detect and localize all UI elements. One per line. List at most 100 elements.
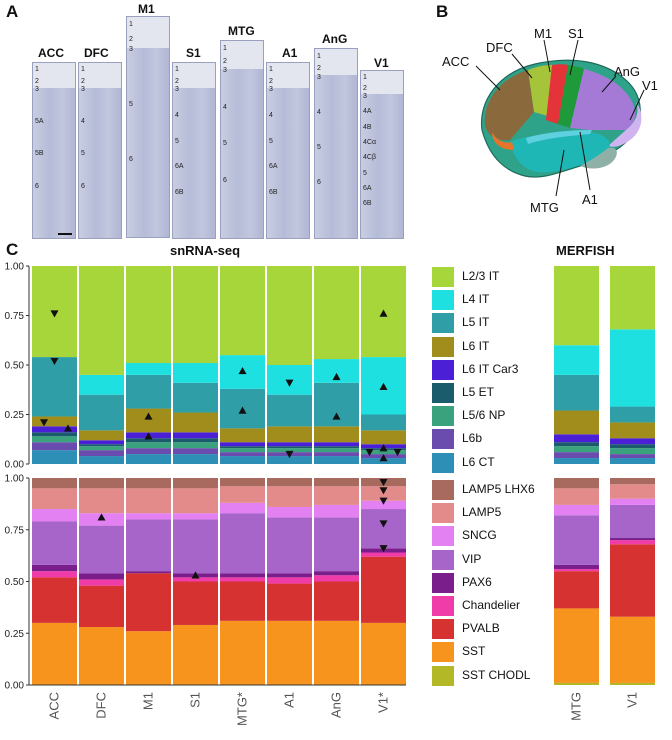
excitatory-bar-segment	[314, 446, 359, 449]
excitatory-bar-segment	[173, 412, 218, 433]
histology-layer-label: 6	[35, 183, 39, 190]
histology-layer-label: 4	[81, 118, 85, 125]
excitatory-legend-label: L6b	[462, 431, 483, 446]
excitatory-bar-segment	[32, 432, 77, 437]
inhibitory-bar-segment	[610, 538, 655, 541]
inhibitory-bar-segment	[554, 504, 599, 516]
inhibitory-legend-label: PAX6	[462, 574, 492, 589]
excitatory-bar-segment	[554, 434, 599, 443]
brain-illustration	[475, 39, 645, 197]
excitatory-legend-swatch	[432, 383, 454, 403]
histology-layer1-band	[127, 17, 169, 48]
histology-layer1-band	[221, 41, 263, 69]
excitatory-bar-segment	[314, 266, 359, 360]
excitatory-significance-marker	[379, 309, 388, 317]
inhibitory-significance-marker	[379, 478, 388, 487]
inhibitory-significance-marker	[97, 513, 106, 521]
inhibitory-bar-segment	[554, 564, 599, 570]
inhibitory-legend-label: VIP	[462, 551, 482, 566]
inhibitory-bar-segment	[554, 569, 599, 572]
histology-section: 1 2 3 4 5 6	[314, 48, 358, 239]
excitatory-bar-segment	[554, 345, 599, 375]
excitatory-legend-swatch	[432, 406, 454, 427]
brain-label-acc: ACC	[442, 54, 470, 69]
excitatory-significance-marker	[40, 419, 48, 427]
inhibitory-legend-swatch	[432, 480, 454, 500]
excitatory-significance-marker	[285, 379, 294, 387]
histology-layer-label: 4Cα	[363, 139, 376, 146]
histology-layer-label: 3	[35, 86, 39, 93]
excitatory-bar-segment	[267, 456, 312, 464]
inhibitory-legend-label: LAMP5 LHX6	[462, 482, 535, 496]
excitatory-significance-marker	[332, 372, 341, 381]
excitatory-bar-segment	[267, 394, 312, 427]
histology-region-label: ACC	[38, 46, 64, 60]
histology-layer-label: 1	[81, 66, 85, 73]
excitatory-bar-segment	[610, 444, 655, 449]
panel-b-brain: ACC DFC M1 S1 AnG V1 MTG A1	[430, 20, 672, 230]
histology-layer-label: 6A	[175, 163, 184, 170]
excitatory-legend-label: L5 ET	[462, 385, 495, 399]
excitatory-significance-marker	[332, 412, 341, 420]
excitatory-bar-segment	[610, 448, 655, 455]
excitatory-legend-label: L6 IT Car3	[462, 361, 519, 376]
excitatory-bar-segment	[554, 410, 599, 435]
excitatory-legend-label: L6 CT	[462, 454, 495, 469]
x-category-label: S1	[188, 692, 203, 708]
excitatory-bar-segment	[610, 329, 655, 407]
histology-layer-label: 6	[223, 177, 227, 184]
inhibitory-bar-segment	[314, 478, 359, 487]
histology-layer-label: 5B	[35, 150, 44, 157]
histology-layer-label: 4Cβ	[363, 154, 376, 161]
brain-label-dfc: DFC	[486, 40, 513, 55]
brain-label-m1: M1	[534, 26, 553, 41]
inhibitory-bar-segment	[554, 571, 599, 609]
brain-s1	[558, 65, 584, 128]
excitatory-bar-segment	[610, 438, 655, 445]
excitatory-bar-segment	[220, 428, 265, 443]
brain-cerebellum	[580, 147, 617, 169]
inhibitory-bar-segment	[32, 509, 77, 522]
histology-layer-label: 2	[35, 78, 39, 85]
histology-section: 1 2 3 4 5 6A 6B	[172, 62, 216, 239]
histology-layer-label: 2	[129, 36, 133, 43]
excitatory-bar-segment	[32, 436, 77, 443]
inhibitory-bar-segment	[126, 519, 171, 572]
excitatory-bar-segment	[267, 426, 312, 443]
excitatory-bar-segment	[79, 374, 124, 395]
histology-section: 1 2 3 4 5 6A 6B	[266, 62, 310, 239]
inhibitory-legend-swatch	[432, 619, 454, 640]
excitatory-bar-segment	[361, 450, 406, 455]
inhibitory-legend-label: SST	[462, 644, 486, 659]
brain-v1	[608, 102, 642, 147]
excitatory-bar-segment	[314, 426, 359, 443]
inhibitory-y-tick-label: 1.00	[5, 474, 25, 485]
histology-region-label: V1	[374, 56, 389, 70]
excitatory-bar-segment	[173, 442, 218, 449]
histology-section: 1 2 3 4A 4B 4Cα 4Cβ 5 6A 6B	[360, 70, 404, 239]
scale-bar	[58, 233, 72, 235]
excitatory-bar-segment	[267, 442, 312, 447]
excitatory-bar-segment	[554, 266, 599, 346]
excitatory-bar-segment	[173, 382, 218, 413]
brain-a1	[526, 130, 592, 144]
excitatory-bar-segment	[314, 359, 359, 383]
histology-section: 1 2 3 5 6	[126, 16, 170, 238]
inhibitory-bar-segment	[361, 622, 406, 685]
inhibitory-legend-swatch	[432, 549, 454, 570]
excitatory-bar-segment	[220, 266, 265, 356]
excitatory-bar-segment	[126, 363, 171, 375]
histology-layer-label: 2	[223, 58, 227, 65]
inhibitory-bar-segment	[126, 488, 171, 514]
inhibitory-bar-segment	[314, 504, 359, 518]
excitatory-bar-segment	[220, 442, 265, 447]
excitatory-bar-segment	[126, 374, 171, 409]
excitatory-bar-segment	[610, 422, 655, 439]
inhibitory-bar-segment	[79, 579, 124, 586]
excitatory-bar-segment	[314, 452, 359, 457]
panel-c-letter: C	[6, 240, 19, 259]
excitatory-bar-segment	[361, 414, 406, 431]
excitatory-bar-segment	[79, 394, 124, 431]
inhibitory-bar-segment	[610, 498, 655, 505]
